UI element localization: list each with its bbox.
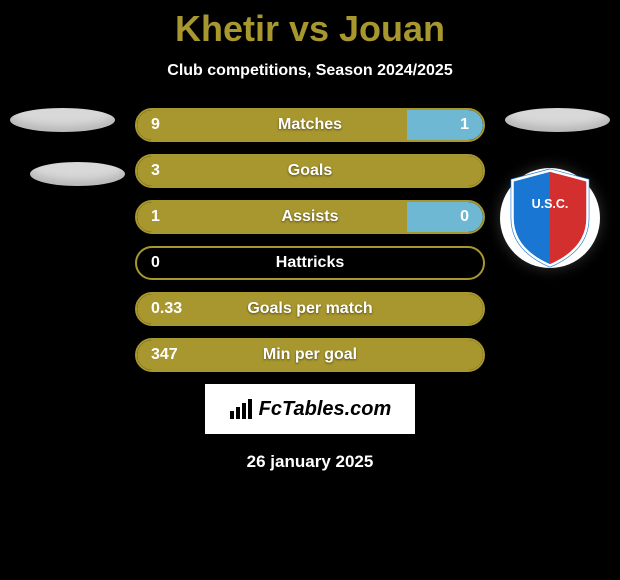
player-placeholder-ellipse <box>10 108 115 132</box>
page-title: Khetir vs Jouan <box>0 8 620 50</box>
stat-value-right: 0 <box>460 208 469 226</box>
fctables-label: FcTables.com <box>259 398 392 421</box>
bar-fill-left <box>137 202 407 232</box>
stat-value-right: 1 <box>460 116 469 134</box>
stat-row: 1 Assists 0 <box>135 200 485 234</box>
club-logo: U.S.C. <box>500 168 600 268</box>
stat-value-left: 3 <box>151 162 160 180</box>
chart-icon <box>229 399 253 419</box>
stat-row: 3 Goals <box>135 154 485 188</box>
date-label: 26 january 2025 <box>0 452 620 472</box>
player-left-avatar-area <box>10 108 125 186</box>
stat-label: Assists <box>282 208 339 226</box>
shield-icon: U.S.C. <box>500 168 600 268</box>
stat-value-left: 1 <box>151 208 160 226</box>
bar-fill-right <box>407 110 483 140</box>
bar-fill-left <box>137 110 407 140</box>
stat-value-left: 0.33 <box>151 300 182 318</box>
bar-fill-right <box>407 202 483 232</box>
stat-label: Min per goal <box>263 346 357 364</box>
stat-value-left: 347 <box>151 346 178 364</box>
player-right-avatar-area <box>505 108 610 132</box>
stat-label: Goals <box>288 162 332 180</box>
svg-text:U.S.C.: U.S.C. <box>532 197 569 211</box>
stat-row: 347 Min per goal <box>135 338 485 372</box>
page-subtitle: Club competitions, Season 2024/2025 <box>0 62 620 80</box>
stat-value-left: 0 <box>151 254 160 272</box>
stat-label: Hattricks <box>276 254 344 272</box>
stat-value-left: 9 <box>151 116 160 134</box>
stat-bars: 9 Matches 1 3 Goals 1 Assists 0 <box>135 108 485 372</box>
main-container: Khetir vs Jouan Club competitions, Seaso… <box>0 0 620 580</box>
stat-row: 0 Hattricks <box>135 246 485 280</box>
player-placeholder-ellipse <box>30 162 125 186</box>
player-placeholder-ellipse <box>505 108 610 132</box>
fctables-badge: FcTables.com <box>205 384 415 434</box>
stat-label: Matches <box>278 116 342 134</box>
stat-row: 9 Matches 1 <box>135 108 485 142</box>
stat-label: Goals per match <box>247 300 372 318</box>
stat-row: 0.33 Goals per match <box>135 292 485 326</box>
stats-area: U.S.C. 9 Matches 1 3 Goals 1 <box>0 108 620 472</box>
